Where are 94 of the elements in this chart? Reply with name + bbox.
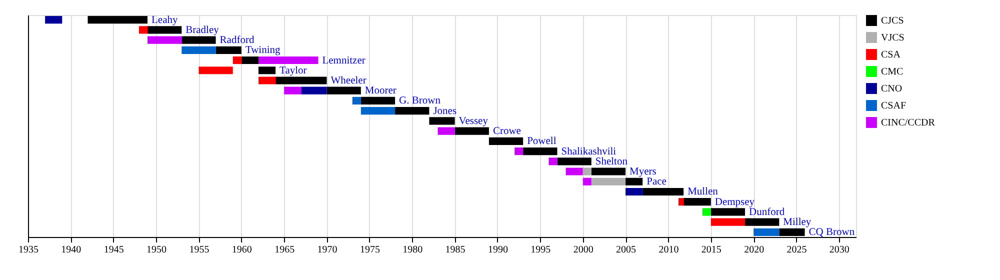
bar bbox=[88, 16, 148, 24]
x-tick-label: 2030 bbox=[829, 244, 850, 256]
bar bbox=[642, 188, 684, 196]
bar bbox=[710, 208, 746, 216]
y-tick-label: Leahy bbox=[152, 14, 178, 26]
legend-label: CSA bbox=[881, 50, 902, 60]
x-tick-label: 1950 bbox=[146, 244, 167, 256]
bar bbox=[284, 86, 302, 94]
y-tick-label: Milley bbox=[783, 217, 812, 228]
y-tick-label: Wheeler bbox=[330, 75, 367, 86]
y-tick-label: Pace bbox=[646, 176, 667, 188]
x-tick-label: 2025 bbox=[786, 244, 807, 256]
bar bbox=[352, 96, 361, 105]
bar bbox=[557, 158, 592, 166]
legend-label: CNO bbox=[881, 84, 902, 94]
bar bbox=[241, 56, 258, 64]
bar bbox=[582, 178, 592, 186]
y-tick-label: Shelton bbox=[595, 156, 628, 168]
bar bbox=[216, 46, 242, 54]
y-tick-label: Radford bbox=[220, 35, 255, 46]
bar bbox=[684, 198, 711, 206]
x-tick-label: 1955 bbox=[189, 244, 210, 256]
x-tick-label: 1970 bbox=[317, 244, 338, 256]
bar bbox=[582, 168, 592, 176]
bar bbox=[326, 86, 361, 94]
x-tick-label: 2010 bbox=[658, 244, 679, 256]
y-tick-label: Bradley bbox=[186, 24, 220, 36]
y-tick-label: CQ Brown bbox=[808, 227, 856, 238]
bar bbox=[754, 228, 780, 236]
bar bbox=[438, 127, 455, 135]
x-tick-label: 1975 bbox=[360, 244, 380, 256]
bar bbox=[745, 218, 780, 226]
y-tick-label: Dunford bbox=[749, 206, 786, 218]
y-tick-label: Moorer bbox=[364, 86, 397, 97]
y-tick-label: Shalikashvili bbox=[561, 146, 616, 158]
bar bbox=[702, 208, 711, 216]
legend-label: VJCS bbox=[881, 32, 904, 44]
bar bbox=[488, 137, 524, 145]
y-tick-label: Crowe bbox=[492, 126, 522, 138]
x-tick-label: 1985 bbox=[445, 244, 466, 256]
bar bbox=[258, 76, 276, 84]
x-tick-label: 1995 bbox=[530, 244, 551, 256]
legend-label: CJCS bbox=[881, 16, 904, 26]
y-tick-label: G. Brown bbox=[399, 96, 442, 107]
bar bbox=[182, 36, 216, 44]
x-tick-label: 1990 bbox=[488, 244, 508, 256]
x-tick-label: 1965 bbox=[274, 244, 295, 256]
bar bbox=[198, 66, 233, 74]
bar bbox=[566, 168, 583, 176]
bar bbox=[591, 178, 626, 186]
bar bbox=[429, 117, 455, 125]
bar bbox=[258, 56, 318, 64]
bar bbox=[626, 178, 643, 186]
bar bbox=[548, 158, 558, 166]
y-tick-label: Taylor bbox=[280, 65, 308, 76]
bar bbox=[454, 127, 489, 135]
bar bbox=[45, 16, 62, 24]
x-tick-label: 2015 bbox=[701, 244, 722, 256]
bar bbox=[148, 36, 182, 44]
x-tick-label: 1940 bbox=[61, 244, 82, 256]
x-tick-label: 1935 bbox=[18, 244, 38, 256]
bar bbox=[678, 198, 684, 206]
legend-label: CINC/CCDR bbox=[881, 118, 936, 128]
bar bbox=[276, 76, 327, 84]
y-tick-label: Myers bbox=[630, 166, 656, 178]
x-tick-label: 2005 bbox=[616, 244, 636, 256]
x-tick-label: 2020 bbox=[744, 244, 764, 256]
y-tick-label: Jones bbox=[433, 106, 457, 117]
x-tick-label: 1960 bbox=[232, 244, 252, 256]
bar bbox=[514, 147, 524, 156]
bar bbox=[148, 26, 182, 34]
x-tick-label: 1980 bbox=[402, 244, 423, 256]
y-tick-label: Lemnitzer bbox=[322, 55, 366, 66]
bar bbox=[182, 46, 216, 54]
y-tick-label: Vessey bbox=[458, 116, 489, 127]
bar bbox=[523, 147, 558, 156]
bar bbox=[138, 26, 148, 34]
bar bbox=[360, 107, 396, 115]
y-tick-label: Powell bbox=[527, 136, 556, 148]
y-tick-label: Dempsey bbox=[714, 196, 756, 208]
bar bbox=[626, 188, 643, 196]
x-tick-label: 2000 bbox=[573, 244, 594, 256]
bar bbox=[360, 96, 396, 105]
bar bbox=[232, 56, 242, 64]
x-tick-label: 1945 bbox=[104, 244, 124, 256]
y-tick-label: Twining bbox=[245, 45, 281, 56]
bar bbox=[710, 218, 746, 226]
bar bbox=[591, 168, 626, 176]
legend-label: CMC bbox=[881, 66, 904, 78]
bar bbox=[395, 107, 430, 115]
legend-label: CSAF bbox=[881, 100, 906, 112]
bar bbox=[258, 66, 276, 74]
bar bbox=[301, 86, 327, 94]
y-tick-label: Mullen bbox=[688, 186, 719, 198]
